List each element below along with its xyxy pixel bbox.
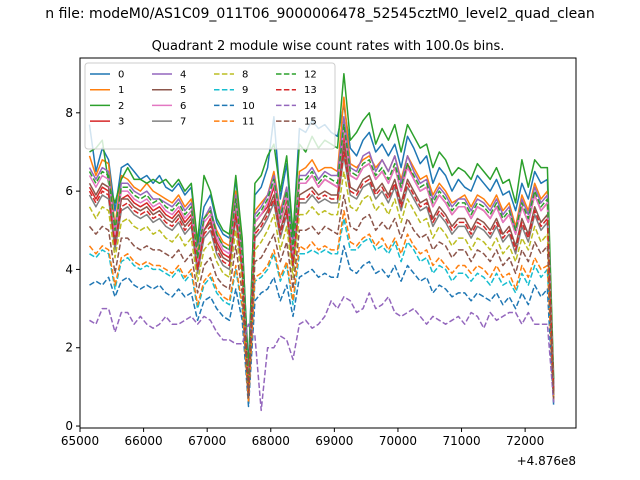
x-tick-label: 67000 [188,434,226,448]
x-offset-label: +4.876e8 [517,454,576,468]
x-tick-label: 70000 [379,434,417,448]
legend-label-10: 10 [242,101,255,112]
series-line-11 [88,209,555,404]
series-line-5 [88,143,555,396]
x-tick-label: 65000 [61,434,99,448]
x-tick-label: 69000 [315,434,353,448]
series-line-4 [88,115,555,392]
legend-label-7: 7 [180,117,186,128]
x-tick-label: 66000 [124,434,162,448]
x-axis: 65000 66000 67000 68000 69000 70000 71000 72000 [61,428,544,448]
series-line-12 [88,123,555,392]
series-line-8 [88,170,555,400]
y-tick-label: 8 [65,106,73,120]
series-line-1 [88,96,555,391]
legend-label-6: 6 [180,101,186,112]
legend-label-15: 15 [304,117,317,128]
x-tick-label: 68000 [252,434,290,448]
legend-label-2: 2 [118,101,124,112]
legend-label-3: 3 [118,117,124,128]
series-line-15 [88,194,555,400]
series-line-10 [89,245,555,408]
series-line-14 [89,292,555,412]
y-tick-label: 4 [65,262,73,276]
legend-label-14: 14 [304,101,317,112]
series-line-13 [88,151,555,396]
chart-title: Quadrant 2 module wise count rates with … [152,39,505,54]
y-tick-label: 0 [65,419,73,433]
legend-label-1: 1 [118,85,124,96]
y-axis: 0 2 4 6 8 [65,106,80,433]
plot-frame [79,57,577,429]
series-line-6 [88,127,555,392]
legend-label-5: 5 [180,85,186,96]
series-line-7 [88,155,555,396]
legend-label-4: 4 [180,70,186,81]
legend-label-13: 13 [304,85,317,96]
y-tick-label: 6 [65,184,73,198]
legend-label-8: 8 [242,70,248,81]
figure-suptitle: n file: modeM0/AS1C09_011T06_9000006478_… [45,6,594,22]
legend-box [84,62,336,150]
legend-label-12: 12 [304,70,317,81]
legend-label-0: 0 [118,70,124,81]
series-line-9 [89,217,555,404]
y-tick-label: 2 [65,341,73,355]
legend-label-11: 11 [242,117,255,128]
x-tick-label: 71000 [442,434,480,448]
legend-label-9: 9 [242,85,248,96]
x-tick-label: 72000 [506,434,544,448]
